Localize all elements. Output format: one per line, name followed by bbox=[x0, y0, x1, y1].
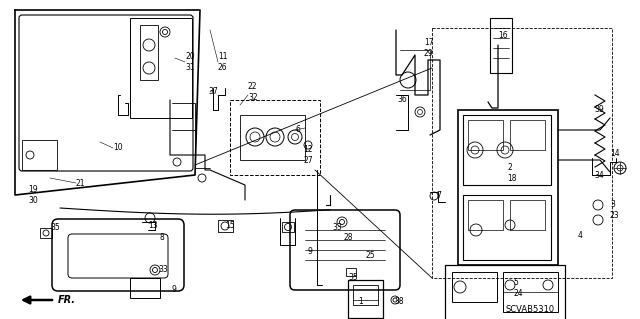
Bar bbox=[348, 280, 383, 318]
Text: 12
27: 12 27 bbox=[303, 145, 312, 165]
Text: 20
31: 20 31 bbox=[185, 52, 195, 72]
Bar bbox=[130, 278, 160, 298]
Text: 25: 25 bbox=[365, 250, 374, 259]
Bar bbox=[130, 18, 192, 118]
Text: 17
29: 17 29 bbox=[424, 38, 434, 58]
Text: 1: 1 bbox=[358, 298, 363, 307]
Bar bbox=[490, 18, 512, 73]
Bar bbox=[432, 28, 612, 278]
Bar bbox=[346, 268, 356, 276]
Bar bbox=[353, 285, 378, 305]
Text: 13: 13 bbox=[148, 221, 157, 231]
Text: 6: 6 bbox=[295, 125, 300, 135]
Text: 9: 9 bbox=[308, 248, 313, 256]
Text: 38: 38 bbox=[394, 298, 404, 307]
Bar bbox=[468, 200, 503, 230]
Text: 33: 33 bbox=[332, 224, 342, 233]
Text: 22
32: 22 32 bbox=[248, 82, 258, 102]
Text: SCVAB5310: SCVAB5310 bbox=[506, 306, 555, 315]
Bar bbox=[458, 110, 558, 265]
Text: 11
26: 11 26 bbox=[218, 52, 228, 72]
Bar bbox=[510, 120, 545, 150]
Bar bbox=[40, 228, 52, 238]
Text: 33: 33 bbox=[158, 265, 168, 275]
Text: 28: 28 bbox=[344, 234, 353, 242]
Bar bbox=[240, 115, 305, 160]
Text: 5
24: 5 24 bbox=[513, 278, 523, 298]
Bar bbox=[503, 272, 558, 312]
Bar bbox=[445, 265, 565, 319]
Text: 34: 34 bbox=[594, 170, 604, 180]
Text: 3
23: 3 23 bbox=[610, 200, 620, 220]
Bar bbox=[230, 100, 320, 175]
Text: 9: 9 bbox=[172, 286, 177, 294]
Text: 2
18: 2 18 bbox=[507, 163, 516, 183]
Bar bbox=[452, 272, 497, 302]
Bar bbox=[463, 115, 551, 185]
Text: 39: 39 bbox=[594, 106, 604, 115]
Bar bbox=[282, 222, 294, 232]
Text: 15: 15 bbox=[225, 221, 235, 231]
Text: 35: 35 bbox=[50, 224, 60, 233]
Text: 36: 36 bbox=[397, 95, 407, 105]
Text: 19
30: 19 30 bbox=[28, 185, 38, 205]
Bar bbox=[463, 195, 551, 260]
Text: 21: 21 bbox=[76, 179, 86, 188]
Text: 35: 35 bbox=[348, 273, 358, 283]
Text: 4: 4 bbox=[578, 231, 583, 240]
Text: 10: 10 bbox=[113, 144, 123, 152]
Text: 14: 14 bbox=[610, 149, 620, 158]
Text: 7: 7 bbox=[436, 190, 441, 199]
Bar bbox=[22, 140, 57, 170]
Bar bbox=[468, 120, 503, 150]
Text: 16: 16 bbox=[498, 31, 508, 40]
Bar bbox=[510, 200, 545, 230]
Text: 37: 37 bbox=[208, 87, 218, 97]
Bar bbox=[140, 25, 158, 80]
Text: FR.: FR. bbox=[58, 295, 76, 305]
Text: 8: 8 bbox=[160, 234, 164, 242]
Bar bbox=[218, 220, 233, 232]
